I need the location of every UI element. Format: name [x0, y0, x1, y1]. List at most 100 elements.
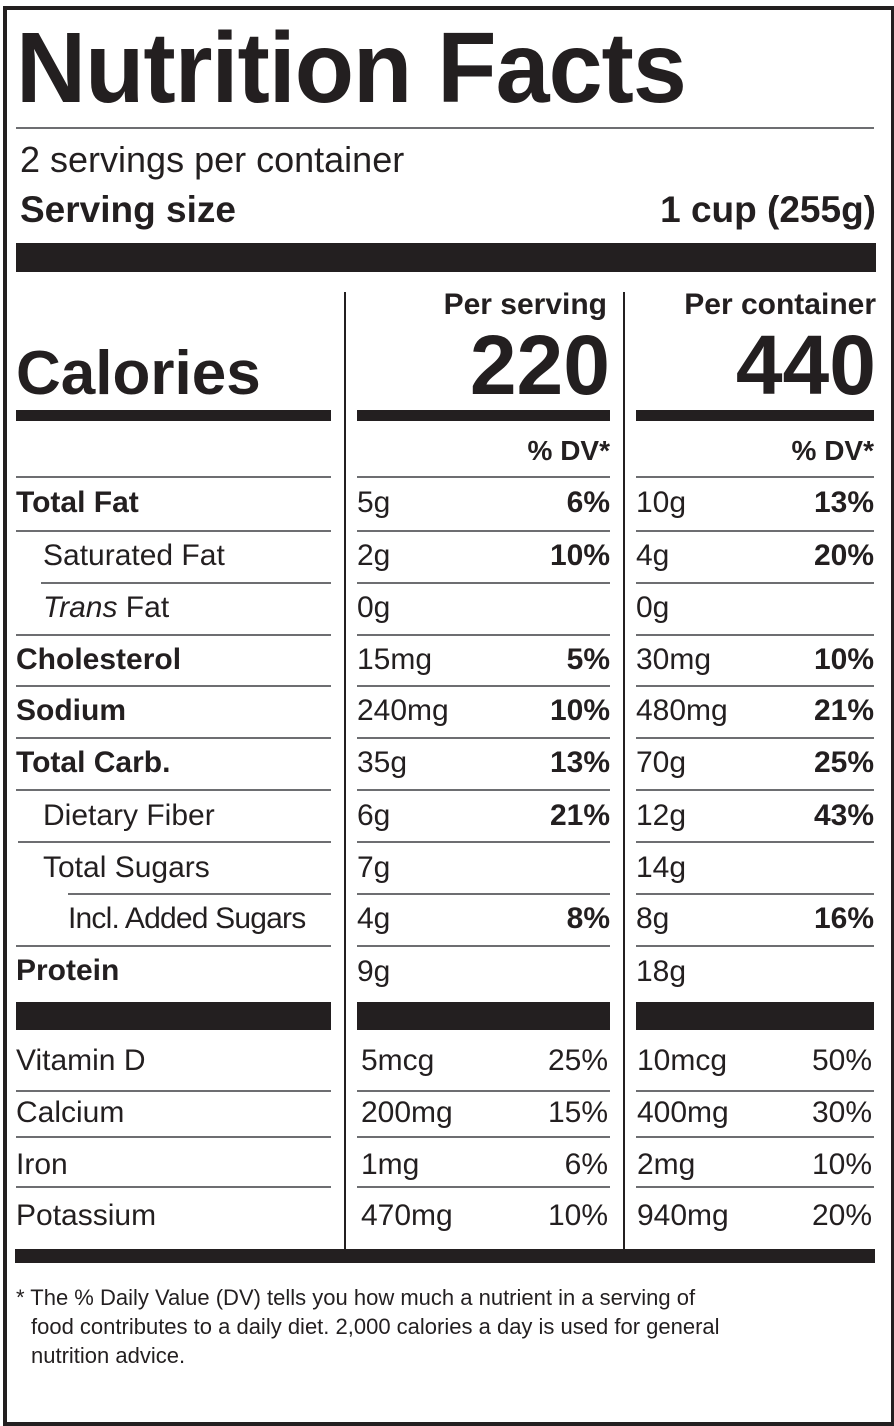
row-rule — [16, 945, 331, 947]
container-amount: 940mg — [637, 1199, 729, 1232]
container-amount: 2mg — [637, 1148, 696, 1181]
micro-row-calcium: Calcium 200mg 15% 400mg 30% — [0, 1092, 894, 1144]
micro-name: Iron — [16, 1148, 68, 1181]
row-rule — [357, 476, 610, 478]
serving-amount: 2g — [357, 539, 391, 572]
row-rule — [357, 634, 610, 636]
nutrient-name: Protein — [16, 954, 120, 987]
micro-name: Potassium — [16, 1199, 157, 1232]
container-amount: 14g — [636, 851, 687, 884]
serving-amount: 200mg — [361, 1096, 453, 1129]
thick-bar-top — [16, 243, 876, 272]
row-rule — [357, 685, 610, 687]
row-rule — [16, 737, 331, 739]
nutrient-name: Trans Fat — [43, 591, 169, 625]
nutrient-name: Saturated Fat — [43, 539, 225, 572]
container-amount: 0g — [636, 591, 670, 624]
micro-row-iron: Iron 1mg 6% 2mg 10% — [0, 1138, 894, 1190]
serving-amount: 4g — [357, 902, 391, 935]
footnote-line-2: food contributes to a daily diet. 2,000 … — [31, 1314, 720, 1339]
nutrient-name: Incl. Added Sugars — [68, 902, 306, 935]
row-rule — [636, 1186, 874, 1188]
row-rule — [357, 945, 610, 947]
nutrient-name: Total Sugars — [43, 851, 210, 884]
row-rule — [636, 789, 874, 791]
serving-amount: 9g — [357, 955, 391, 988]
container-dv: 10% — [811, 1148, 872, 1181]
row-rule — [16, 530, 331, 532]
nutrient-name: Dietary Fiber — [43, 799, 215, 832]
protein-bar-1 — [16, 1002, 331, 1030]
serving-amount: 1mg — [361, 1148, 420, 1181]
title-divider — [16, 127, 874, 129]
row-rule — [636, 945, 874, 947]
row-rule — [357, 841, 610, 843]
trans-fat-suffix: Fat — [117, 591, 170, 624]
nutrient-name: Cholesterol — [16, 643, 182, 676]
nutrition-label-frame — [3, 6, 894, 1426]
nutrient-name: Sodium — [16, 694, 126, 727]
container-amount: 10g — [636, 486, 687, 519]
container-amount: 4g — [636, 539, 670, 572]
container-dv: 30% — [811, 1096, 872, 1129]
micro-row-vitamin-d: Vitamin D 5mcg 25% 10mcg 50% — [0, 1034, 894, 1086]
serving-amount: 15mg — [357, 643, 433, 676]
serving-dv: 25% — [547, 1044, 608, 1077]
calories-bar-2 — [357, 410, 610, 421]
nutrient-row-total-sugars: Total Sugars 7g 14g — [0, 842, 894, 894]
container-amount: 70g — [636, 746, 687, 779]
nutrient-row-total-carb: Total Carb. 35g 13% 70g 25% — [0, 738, 894, 790]
nutrient-row-dietary-fiber: Dietary Fiber 6g 21% 12g 43% — [0, 790, 894, 842]
container-dv: 43% — [813, 799, 874, 832]
container-dv: 20% — [811, 1199, 872, 1232]
column-divider-1 — [344, 292, 346, 1249]
nutrient-row-protein: Protein 9g 18g — [0, 946, 894, 998]
row-rule — [68, 893, 331, 895]
serving-amount: 470mg — [361, 1199, 453, 1232]
serving-size-value: 1 cup (255g) — [660, 189, 876, 230]
container-dv: 10% — [813, 643, 874, 676]
footnote-line-3: nutrition advice. — [31, 1343, 186, 1368]
serving-amount: 5mcg — [361, 1044, 435, 1077]
row-rule — [16, 789, 331, 791]
container-dv: 13% — [813, 486, 874, 519]
serving-dv: 10% — [549, 694, 610, 727]
serving-dv: 6% — [564, 1148, 608, 1181]
row-rule — [636, 1136, 874, 1138]
row-rule — [357, 530, 610, 532]
per-container-header: Per container — [684, 288, 876, 321]
serving-dv: 15% — [547, 1096, 608, 1129]
row-rule — [636, 737, 874, 739]
row-rule — [636, 582, 874, 584]
calories-per-serving: 220 — [469, 318, 610, 412]
nutrient-row-added-sugars: Incl. Added Sugars 4g 8% 8g 16% — [0, 894, 894, 946]
row-rule — [16, 1186, 331, 1188]
calories-bar-3 — [636, 410, 874, 421]
micro-row-potassium: Potassium 470mg 10% 940mg 20% — [0, 1188, 894, 1240]
row-rule — [41, 582, 331, 584]
dv-header-container: % DV* — [791, 435, 874, 466]
serving-amount: 7g — [357, 851, 391, 884]
serving-amount: 0g — [357, 591, 391, 624]
row-rule — [18, 841, 331, 843]
row-rule — [16, 476, 331, 478]
row-rule — [357, 737, 610, 739]
calories-bar-1 — [16, 410, 331, 421]
serving-dv: 8% — [566, 902, 610, 935]
container-amount: 8g — [636, 902, 670, 935]
row-rule — [357, 1186, 610, 1188]
container-amount: 30mg — [636, 643, 712, 676]
servings-per-container: 2 servings per container — [20, 139, 405, 180]
row-rule — [16, 1136, 331, 1138]
serving-amount: 35g — [357, 746, 408, 779]
label-title: Nutrition Facts — [16, 12, 687, 124]
container-amount: 480mg — [636, 694, 728, 727]
row-rule — [357, 1090, 610, 1092]
row-rule — [16, 1090, 331, 1092]
container-dv: 21% — [813, 694, 874, 727]
row-rule — [636, 1090, 874, 1092]
dv-header-serving: % DV* — [527, 435, 610, 466]
nutrient-name: Total Carb. — [16, 746, 171, 779]
row-rule — [357, 1136, 610, 1138]
row-rule — [357, 582, 610, 584]
